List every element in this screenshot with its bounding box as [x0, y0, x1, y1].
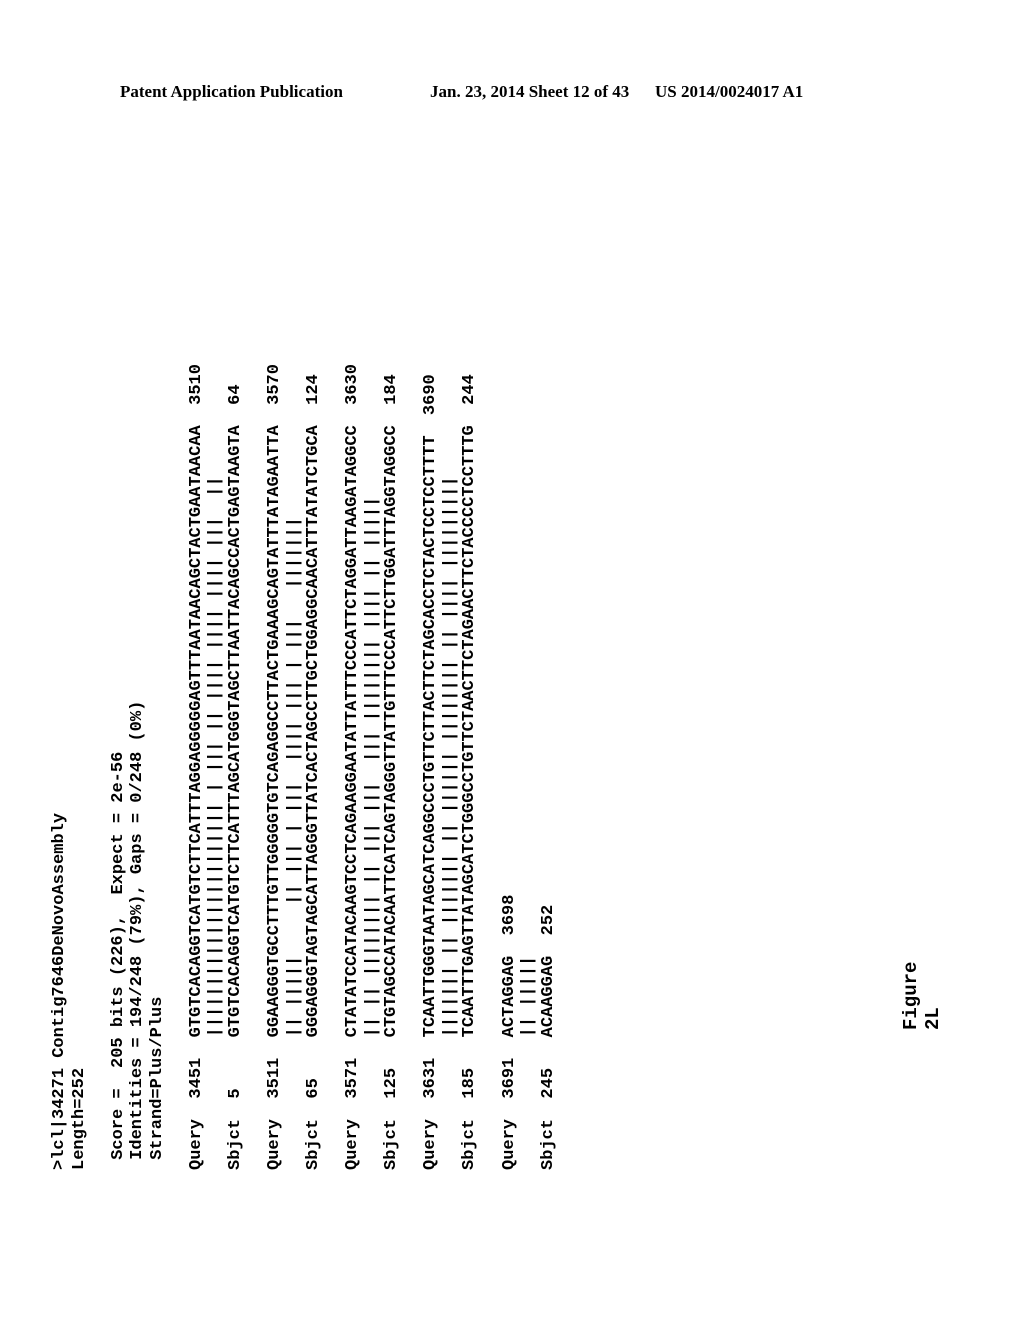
figure-label: Figure 2L: [900, 956, 944, 1030]
pub-number: US 2014/0024017 A1: [655, 82, 803, 102]
pub-label: Patent Application Publication: [120, 82, 343, 102]
alignment-block: >lcl|34271 Contig7646DeNovoAssembly Leng…: [50, 170, 974, 1170]
date-sheet: Jan. 23, 2014 Sheet 12 of 43: [430, 82, 629, 102]
alignment-text: >lcl|34271 Contig7646DeNovoAssembly Leng…: [50, 170, 578, 1170]
